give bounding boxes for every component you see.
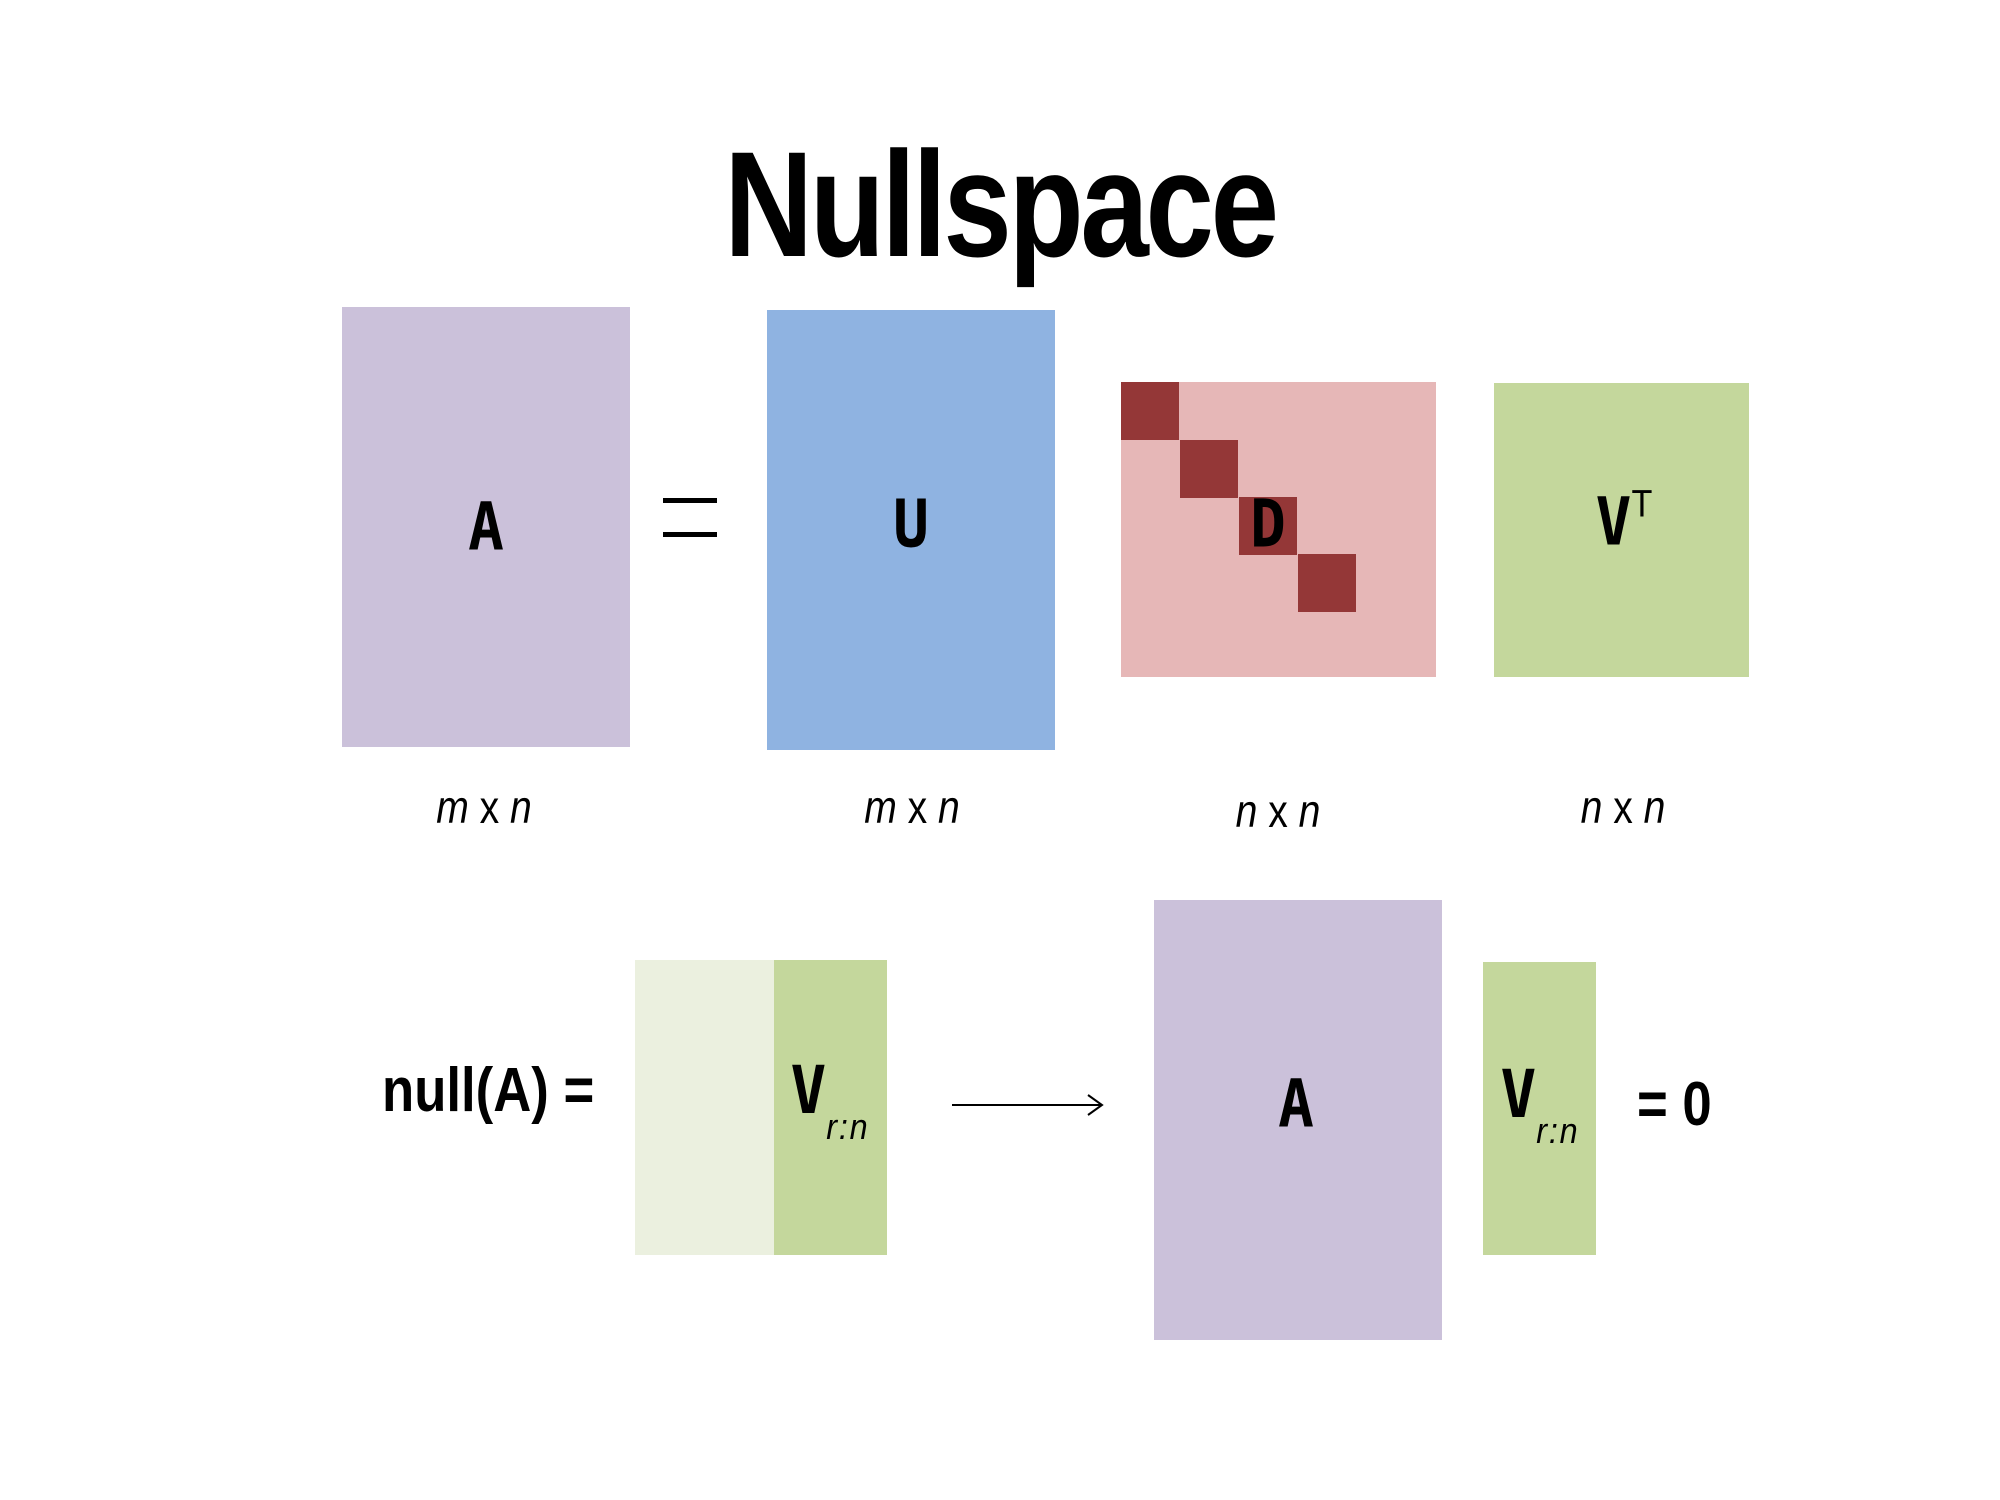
matrix-vt-block bbox=[1494, 383, 1749, 677]
dim-label-a: m x n bbox=[436, 780, 532, 834]
transpose-superscript: T bbox=[1631, 483, 1653, 526]
matrix-vt-letter: V bbox=[1595, 483, 1632, 561]
matrix-a-bottom-label: A bbox=[1278, 1065, 1314, 1143]
matrix-a-block bbox=[342, 307, 630, 747]
matrix-a-bottom-block bbox=[1154, 900, 1442, 1340]
matrix-a-label: A bbox=[468, 488, 504, 566]
matrix-v-rn-block bbox=[774, 960, 887, 1255]
dim-vt-times: x bbox=[1613, 781, 1633, 833]
dim-vt-rows: n bbox=[1580, 781, 1603, 833]
matrix-v-rn-label: Vr:n bbox=[791, 1052, 870, 1148]
matrix-v-rn-bottom-label: Vr:n bbox=[1501, 1056, 1580, 1152]
dim-d-rows: n bbox=[1235, 785, 1258, 837]
dim-u-cols: n bbox=[938, 781, 960, 833]
dim-a-cols: n bbox=[510, 781, 532, 833]
null-a-label: null(A) = bbox=[382, 1056, 595, 1125]
dim-d-times: x bbox=[1268, 785, 1288, 837]
dim-a-rows: m bbox=[436, 781, 469, 833]
diagonal-cell-1 bbox=[1121, 382, 1179, 440]
matrix-vt-label: VT bbox=[1596, 484, 1653, 561]
rn-bottom-subscript: r:n bbox=[1536, 1110, 1580, 1151]
page-title: Nullspace bbox=[724, 120, 1279, 288]
dim-label-d: n x n bbox=[1236, 784, 1321, 838]
diagonal-cell-2 bbox=[1180, 440, 1238, 498]
matrix-d-label: D bbox=[1250, 485, 1286, 563]
dim-u-rows: m bbox=[864, 781, 897, 833]
diagonal-cell-3 bbox=[1239, 497, 1297, 555]
dim-label-u: m x n bbox=[864, 780, 960, 834]
equals-sign bbox=[663, 498, 717, 540]
matrix-v-rn-bottom-letter: V bbox=[1500, 1056, 1537, 1133]
matrix-u-block bbox=[767, 310, 1055, 750]
dim-label-vt: n x n bbox=[1581, 780, 1666, 834]
rn-subscript: r:n bbox=[826, 1106, 870, 1147]
dim-u-times: x bbox=[907, 781, 928, 833]
matrix-u-label: U bbox=[893, 485, 929, 563]
matrix-v-rn-letter: V bbox=[790, 1052, 827, 1129]
dim-vt-cols: n bbox=[1643, 781, 1666, 833]
equals-zero-label: = 0 bbox=[1637, 1070, 1712, 1139]
right-arrow-icon bbox=[952, 1094, 1104, 1116]
diagonal-cell-4 bbox=[1298, 554, 1356, 612]
dim-d-cols: n bbox=[1298, 785, 1321, 837]
matrix-v-rn-bottom-block bbox=[1483, 962, 1596, 1255]
dim-a-times: x bbox=[479, 781, 500, 833]
